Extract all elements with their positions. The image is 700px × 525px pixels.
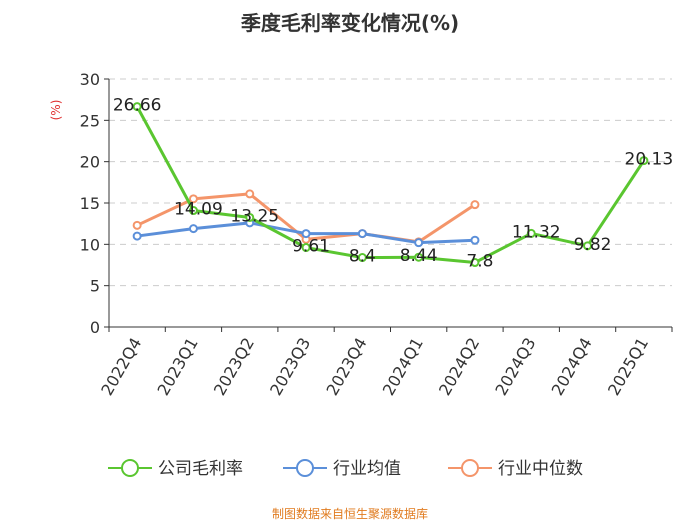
y-axis-ticks: 0 5 10 15 20 25 30 bbox=[80, 70, 109, 337]
x-tick-label: 2023Q4 bbox=[322, 334, 370, 398]
data-point bbox=[132, 231, 142, 241]
data-label: 8.44 bbox=[400, 246, 438, 266]
y-tick-label: 25 bbox=[80, 111, 100, 130]
data-label: 8.4 bbox=[349, 247, 376, 267]
y-axis-label: (%) bbox=[49, 100, 63, 121]
data-point bbox=[470, 200, 480, 210]
data-point bbox=[301, 229, 311, 239]
legend-marker bbox=[461, 459, 479, 477]
data-label: 20.13 bbox=[625, 150, 674, 170]
data-label: 14.09 bbox=[174, 200, 223, 220]
legend: 公司毛利率 行业均值 行业中位数 bbox=[108, 459, 583, 479]
y-tick-label: 15 bbox=[80, 194, 100, 213]
data-point bbox=[414, 252, 424, 262]
data-point bbox=[526, 228, 536, 238]
data-point bbox=[188, 194, 198, 204]
data-labels: 26.66 14.09 13.25 9.61 8.4 8.44 7.8 11.32 9.82 20… bbox=[113, 96, 673, 272]
data-point bbox=[470, 258, 480, 268]
x-tick-label: 2023Q2 bbox=[210, 334, 258, 398]
legend-label: 行业均值 bbox=[333, 459, 401, 479]
y-tick-label: 20 bbox=[80, 153, 100, 172]
chart-title: 季度毛利率变化情况(%) bbox=[240, 11, 459, 35]
data-point bbox=[132, 220, 142, 230]
y-tick-label: 10 bbox=[80, 235, 100, 254]
data-label: 11.32 bbox=[512, 222, 561, 242]
data-label: 9.61 bbox=[292, 237, 330, 257]
data-point bbox=[639, 156, 649, 166]
y-tick-label: 30 bbox=[80, 70, 100, 89]
x-tick-label: 2025Q1 bbox=[604, 334, 652, 398]
data-point bbox=[301, 243, 311, 253]
data-point bbox=[357, 229, 367, 239]
x-tick-label: 2024Q1 bbox=[379, 334, 427, 398]
data-point bbox=[414, 238, 424, 248]
data-point bbox=[357, 253, 367, 263]
source-note: 制图数据来自恒生聚源数据库 bbox=[271, 507, 428, 521]
y-tick-label: 0 bbox=[90, 318, 100, 337]
legend-marker bbox=[296, 459, 314, 477]
x-tick-label: 2024Q4 bbox=[548, 334, 596, 398]
x-tick-label: 2023Q3 bbox=[266, 334, 314, 398]
data-point bbox=[470, 235, 480, 245]
data-label: 7.8 bbox=[466, 252, 493, 272]
y-tick-label: 5 bbox=[90, 277, 100, 296]
data-label: 9.82 bbox=[574, 235, 612, 255]
series-line bbox=[135, 105, 646, 265]
x-tick-label: 2024Q3 bbox=[491, 334, 539, 398]
data-point bbox=[188, 206, 198, 216]
data-label: 26.66 bbox=[113, 96, 162, 116]
legend-label: 公司毛利率 bbox=[158, 459, 243, 479]
grid-lines bbox=[109, 78, 672, 287]
legend-label: 行业中位数 bbox=[498, 459, 583, 479]
data-point bbox=[245, 189, 255, 199]
data-point bbox=[583, 241, 593, 251]
series-layer bbox=[132, 102, 649, 268]
x-tick-label: 2024Q2 bbox=[435, 334, 483, 398]
data-point bbox=[132, 102, 142, 112]
x-tick-label: 2022Q4 bbox=[97, 334, 145, 398]
x-tick-label: 2023Q1 bbox=[154, 334, 202, 398]
x-axis-ticks: 2022Q4 2023Q1 2023Q2 2023Q3 2023Q4 2024Q1 2024… bbox=[97, 327, 673, 399]
data-point bbox=[188, 224, 198, 234]
data-point bbox=[245, 212, 255, 222]
data-label: 13.25 bbox=[230, 206, 279, 226]
legend-marker bbox=[121, 459, 139, 477]
